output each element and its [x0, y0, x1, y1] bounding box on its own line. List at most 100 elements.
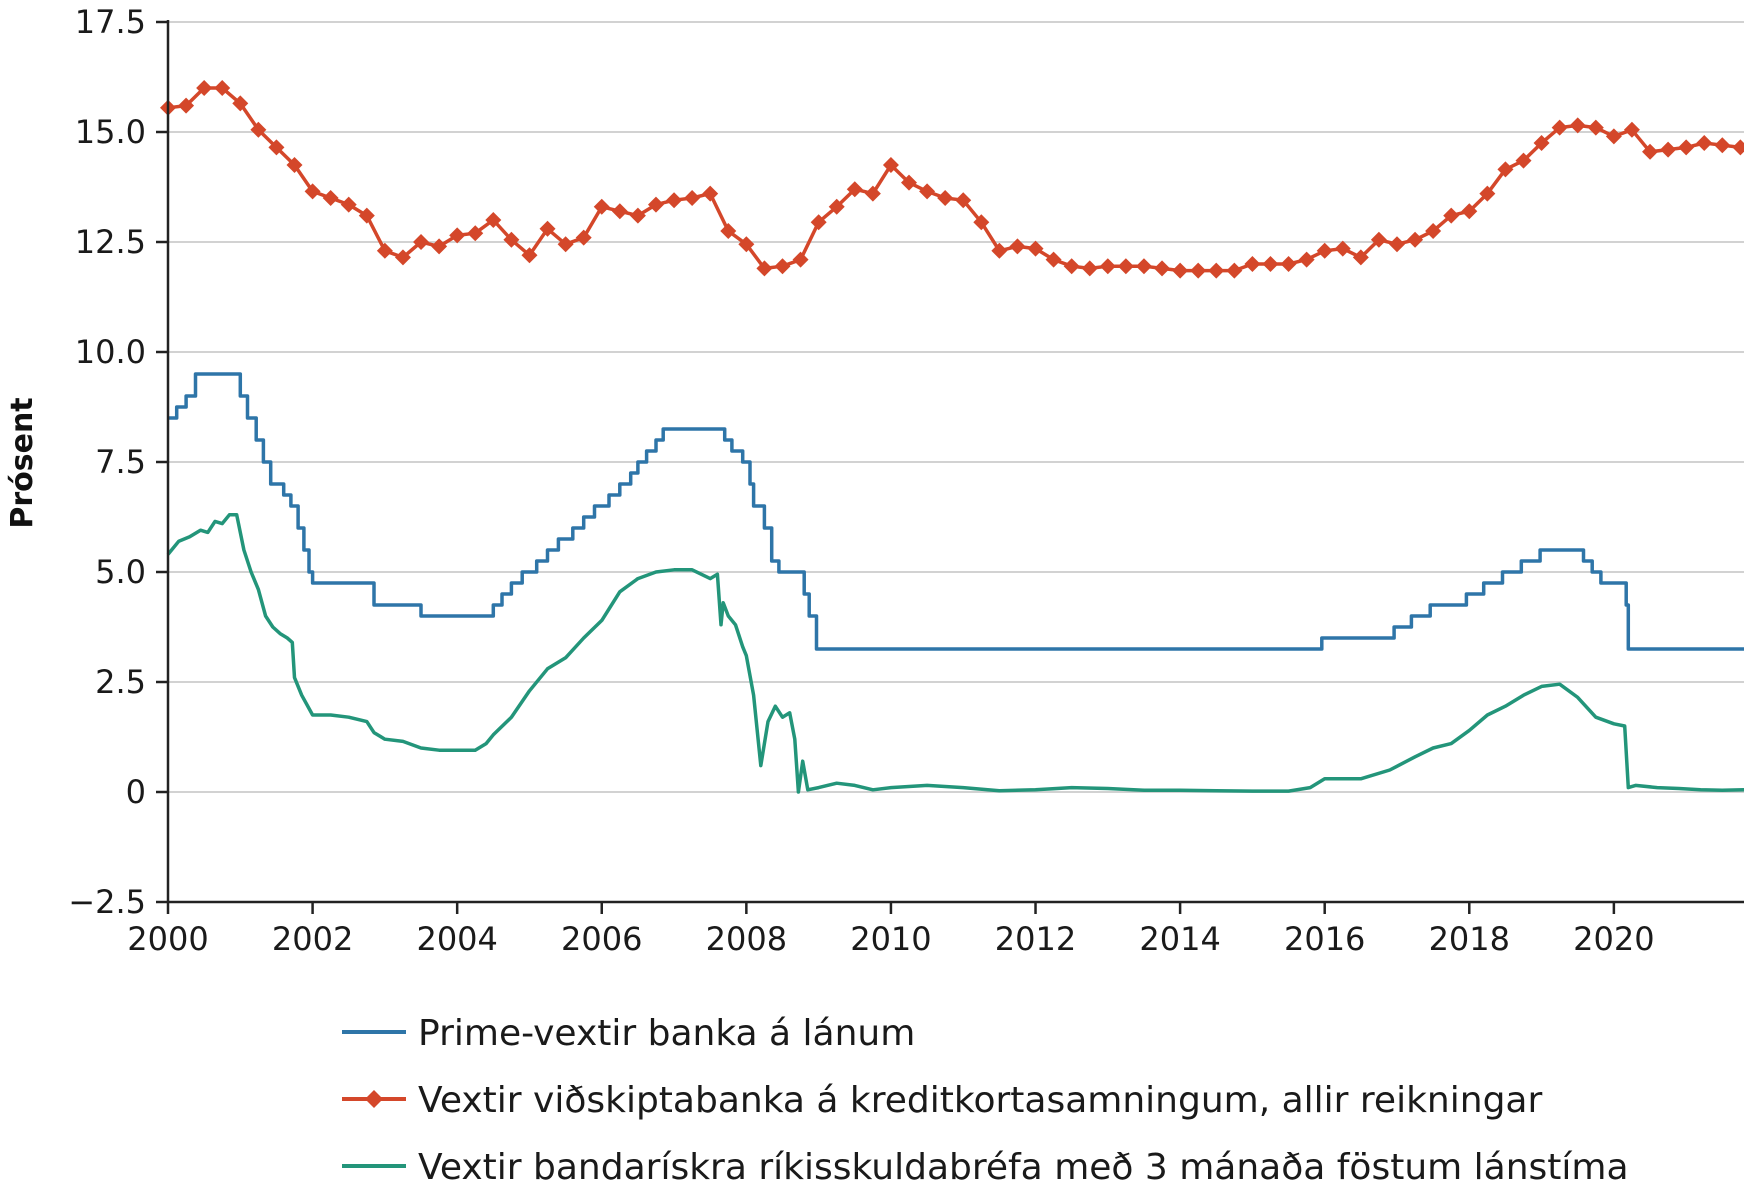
data-point-marker — [1262, 256, 1279, 272]
data-point-marker — [1298, 251, 1315, 268]
data-point-marker — [1135, 258, 1152, 275]
data-point-marker — [684, 190, 701, 206]
data-point-marker — [1714, 137, 1731, 154]
data-point-marker — [828, 198, 845, 215]
y-tick-label: 12.5 — [75, 223, 146, 261]
data-point-marker — [557, 236, 574, 253]
data-point-marker — [1244, 256, 1261, 272]
data-point-marker — [1533, 135, 1550, 151]
data-point-marker — [413, 234, 430, 250]
data-point-marker — [702, 185, 719, 202]
y-tick-label: 5.0 — [95, 553, 146, 591]
data-point-marker — [901, 174, 918, 191]
data-point-marker — [358, 207, 375, 224]
y-tick-label: 15.0 — [75, 113, 146, 151]
y-axis-ticks: −2.5 0 2.5 5.0 7.5 10.0 12.5 15.0 17.5 — [68, 3, 168, 921]
data-point-marker — [178, 97, 195, 114]
data-point-marker — [792, 251, 809, 268]
y-tick-label: 7.5 — [95, 443, 146, 481]
data-point-marker — [394, 249, 411, 266]
data-point-marker — [1117, 258, 1134, 275]
data-point-marker — [1370, 231, 1387, 248]
data-point-marker — [1642, 143, 1659, 160]
y-axis-label: Prósent — [5, 397, 40, 528]
data-point-marker — [575, 229, 592, 246]
data-point-marker — [1027, 240, 1044, 257]
data-point-marker — [1515, 152, 1532, 169]
legend-label-1: Vextir viðskiptabanka á kreditkortasamni… — [418, 1080, 1542, 1121]
data-point-marker — [322, 190, 339, 206]
data-point-marker — [864, 185, 881, 202]
x-tick-label: 2010 — [850, 920, 931, 958]
x-axis-ticks: 2000 2002 2004 2006 2008 2010 2012 2014 2016 2018… — [127, 902, 1655, 958]
data-point-marker — [882, 157, 899, 173]
x-tick-label: 2020 — [1573, 920, 1654, 958]
data-point-marker — [1497, 161, 1514, 178]
data-point-marker — [485, 212, 502, 228]
data-point-marker — [286, 157, 303, 173]
y-tick-label: 2.5 — [95, 663, 146, 701]
data-point-marker — [340, 196, 357, 213]
legend-label-0: Prime-vextir banka á lánum — [418, 1013, 915, 1054]
x-tick-label: 2004 — [416, 920, 497, 958]
data-point-marker — [1443, 207, 1460, 224]
data-point-marker — [846, 181, 863, 198]
data-point-marker — [449, 227, 466, 244]
series-line-2 — [166, 513, 1744, 794]
data-point-marker — [629, 207, 646, 224]
data-point-marker — [1461, 203, 1478, 220]
data-point-marker — [1316, 242, 1333, 259]
data-point-marker — [250, 121, 267, 138]
data-point-marker — [214, 80, 231, 96]
data-point-marker — [539, 220, 556, 237]
x-tick-label: 2006 — [561, 920, 642, 958]
data-point-marker — [196, 80, 213, 96]
data-point-marker — [611, 203, 628, 220]
data-point-marker — [919, 183, 936, 200]
series-layer — [160, 80, 1744, 794]
data-point-marker — [1280, 256, 1297, 272]
data-point-marker — [1551, 119, 1568, 136]
x-tick-label: 2014 — [1139, 920, 1220, 958]
x-tick-label: 2008 — [706, 920, 787, 958]
y-tick-label: 0 — [126, 773, 146, 811]
data-point-marker — [503, 231, 520, 248]
data-point-marker — [774, 258, 791, 275]
data-point-marker — [973, 214, 990, 231]
data-point-marker — [1678, 139, 1695, 156]
x-tick-label: 2012 — [995, 920, 1076, 958]
data-point-marker — [1208, 262, 1225, 279]
data-point-marker — [810, 214, 827, 231]
data-point-marker — [593, 198, 610, 215]
legend-marker — [365, 1090, 383, 1108]
data-point-marker — [1063, 258, 1080, 275]
data-point-marker — [467, 225, 484, 242]
data-point-marker — [1154, 260, 1171, 277]
x-tick-label: 2000 — [127, 920, 208, 958]
data-point-marker — [720, 223, 737, 239]
data-point-marker — [1660, 141, 1677, 158]
data-point-marker — [1045, 251, 1062, 268]
data-point-marker — [232, 95, 249, 112]
data-point-marker — [1190, 262, 1207, 279]
data-point-marker — [1569, 117, 1586, 134]
data-point-marker — [666, 192, 683, 209]
data-point-marker — [1425, 223, 1442, 239]
data-point-marker — [1334, 240, 1351, 257]
gridlines — [168, 21, 1744, 793]
data-point-marker — [756, 260, 773, 277]
data-point-marker — [1172, 262, 1189, 279]
data-point-marker — [1407, 231, 1424, 248]
data-point-marker — [431, 238, 448, 255]
data-point-marker — [1388, 236, 1405, 253]
data-point-marker — [955, 192, 972, 209]
legend: Prime-vextir banka á lánum Vextir viðskip… — [342, 1013, 1629, 1188]
data-point-marker — [1099, 258, 1116, 275]
y-tick-label: 17.5 — [75, 3, 146, 41]
data-point-marker — [937, 190, 954, 206]
series-line-1 — [167, 86, 1741, 273]
data-point-marker — [991, 242, 1008, 259]
data-point-marker — [1352, 249, 1369, 266]
data-point-marker — [1605, 128, 1622, 145]
